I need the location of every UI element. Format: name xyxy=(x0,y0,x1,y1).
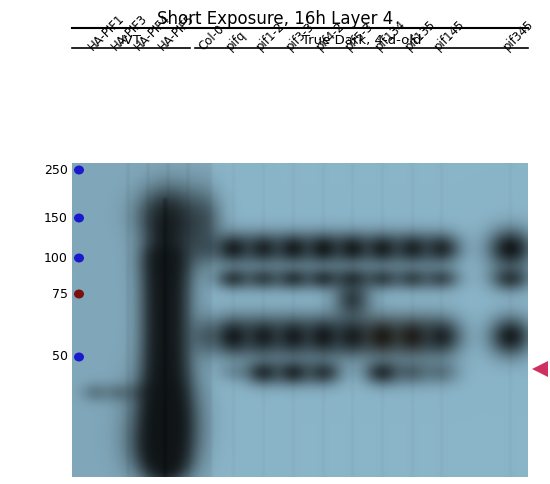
Text: 150: 150 xyxy=(44,212,68,225)
Text: True Dark, 4-d-old: True Dark, 4-d-old xyxy=(302,34,421,47)
Ellipse shape xyxy=(74,352,84,362)
Bar xyxy=(0,0,72,484)
Ellipse shape xyxy=(74,289,84,299)
Text: Col-0: Col-0 xyxy=(196,22,227,53)
Text: pif134: pif134 xyxy=(373,17,409,53)
Ellipse shape xyxy=(74,166,84,175)
Text: 250: 250 xyxy=(44,164,68,177)
Text: pif1-2: pif1-2 xyxy=(254,19,287,53)
Text: IVT: IVT xyxy=(120,34,141,47)
Bar xyxy=(0,0,550,163)
Ellipse shape xyxy=(74,213,84,223)
Text: HA-PIF3: HA-PIF3 xyxy=(109,12,150,53)
Polygon shape xyxy=(532,361,548,377)
Bar xyxy=(528,0,550,484)
Text: pif145: pif145 xyxy=(432,17,468,53)
Text: 50: 50 xyxy=(52,350,68,363)
Text: pif345: pif345 xyxy=(501,17,536,53)
Text: 75: 75 xyxy=(52,287,68,301)
Text: 100: 100 xyxy=(44,252,68,264)
Text: Short Exposure, 16h Layer 4: Short Exposure, 16h Layer 4 xyxy=(157,10,393,28)
Ellipse shape xyxy=(74,254,84,262)
Text: pifq: pifq xyxy=(224,28,249,53)
Text: HA-PIF1: HA-PIF1 xyxy=(86,12,127,53)
Text: pif5-3: pif5-3 xyxy=(343,20,376,53)
Text: pif3-3: pif3-3 xyxy=(284,20,317,53)
Text: HA-PIF4: HA-PIF4 xyxy=(132,12,173,53)
Text: HA-PIF5: HA-PIF5 xyxy=(156,12,197,53)
Text: pif4-2: pif4-2 xyxy=(314,19,347,53)
Text: pif135: pif135 xyxy=(403,17,438,53)
Bar xyxy=(0,477,550,484)
